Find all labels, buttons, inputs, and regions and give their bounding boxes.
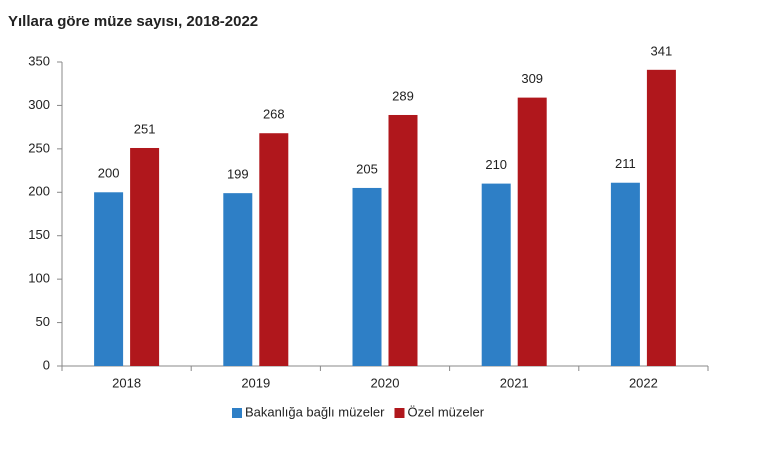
- x-tick-label: 2022: [629, 375, 658, 390]
- y-tick-label: 150: [28, 227, 50, 242]
- y-tick-label: 50: [36, 314, 50, 329]
- chart-title: Yıllara göre müze sayısı, 2018-2022: [8, 13, 258, 30]
- x-tick-label: 2021: [500, 375, 529, 390]
- data-label: 251: [134, 121, 156, 136]
- legend-label: Bakanlığa bağlı müzeler: [245, 404, 385, 419]
- bar: [223, 193, 253, 366]
- bar: [517, 97, 547, 367]
- x-tick-label: 2018: [112, 375, 141, 390]
- bar: [646, 69, 676, 367]
- bar: [610, 182, 640, 366]
- legend-swatch: [232, 408, 242, 418]
- y-tick-label: 200: [28, 184, 50, 199]
- bar: [388, 114, 418, 367]
- data-label: 205: [356, 161, 378, 176]
- y-tick-label: 250: [28, 140, 50, 155]
- bar: [481, 183, 511, 366]
- bar: [94, 192, 124, 366]
- data-label: 210: [485, 157, 507, 172]
- y-tick-label: 300: [28, 97, 50, 112]
- data-label: 309: [521, 71, 543, 86]
- bar: [352, 187, 382, 366]
- y-tick-label: 350: [28, 53, 50, 68]
- x-tick-label: 2019: [241, 375, 270, 390]
- data-label: 268: [263, 107, 285, 122]
- data-label: 211: [615, 156, 636, 171]
- data-label: 341: [651, 43, 673, 58]
- y-tick-label: 0: [43, 357, 50, 372]
- x-tick-label: 2020: [371, 375, 400, 390]
- legend-label: Özel müzeler: [407, 404, 484, 419]
- legend-swatch: [394, 408, 405, 418]
- data-label: 199: [227, 167, 249, 182]
- data-label: 289: [392, 88, 414, 103]
- y-tick-label: 100: [28, 271, 50, 286]
- bar: [130, 147, 160, 366]
- data-label: 200: [98, 166, 120, 181]
- bar: [259, 133, 289, 366]
